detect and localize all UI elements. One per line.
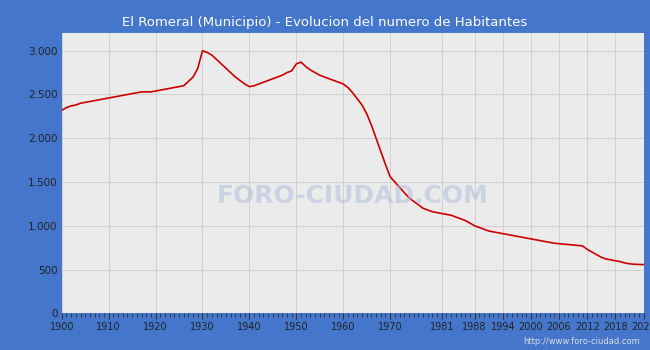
Text: El Romeral (Municipio) - Evolucion del numero de Habitantes: El Romeral (Municipio) - Evolucion del n… xyxy=(122,16,528,29)
Text: FORO-CIUDAD.COM: FORO-CIUDAD.COM xyxy=(216,184,489,208)
Text: http://www.foro-ciudad.com: http://www.foro-ciudad.com xyxy=(523,337,640,346)
